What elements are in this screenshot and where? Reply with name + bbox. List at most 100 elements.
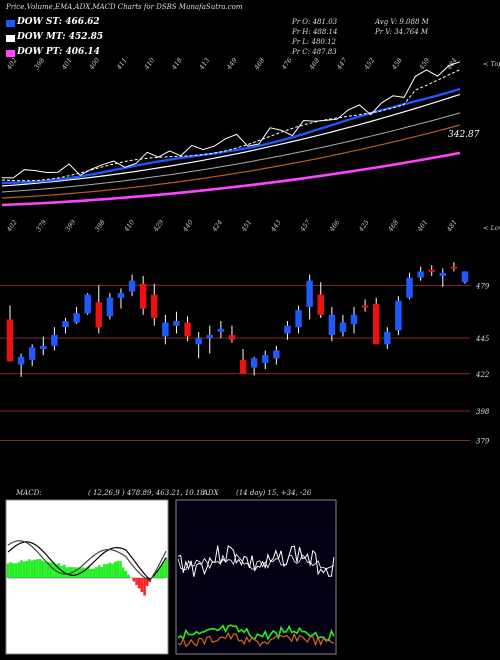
tops-tick: 468: [307, 56, 321, 72]
macd-hist-bar: [17, 562, 21, 578]
lows-tick: 443: [269, 218, 283, 234]
macd-hist-bar: [33, 559, 37, 578]
macd-hist-bar: [113, 561, 117, 578]
candle-body: [239, 359, 247, 374]
macd-line: [7, 540, 167, 582]
macd-hist-bar: [95, 567, 98, 578]
candle-body: [151, 294, 158, 318]
adx-series: [177, 545, 335, 648]
ema-panel-lines: [1, 61, 461, 207]
candle-body: [384, 331, 391, 345]
candle-body: [461, 271, 469, 283]
candle-body: [62, 321, 69, 328]
candle-body: [395, 300, 402, 331]
lows-tick: 399: [64, 218, 78, 233]
lows-tick: 457: [298, 218, 313, 234]
legend-swatch-pt: [6, 50, 15, 57]
ema-long-line: [1, 124, 461, 199]
macd-hist-bar: [145, 578, 149, 586]
info-volume: Pr V: 34.764 M: [375, 28, 429, 36]
tops-tick: 452: [362, 56, 376, 72]
lows-tick: 424: [210, 218, 224, 234]
lows-tick: 440: [181, 218, 195, 234]
macd-hist-bar: [14, 563, 18, 578]
candle-body: [173, 321, 180, 326]
candle-body: [328, 314, 336, 335]
candle-body: [350, 314, 358, 325]
macd-hist-bar: [38, 559, 42, 578]
macd-hist-bar: [87, 566, 90, 578]
lows-tick: 461: [415, 218, 429, 234]
macd-hist-bar: [68, 567, 71, 578]
lows-tick: 425: [357, 218, 371, 234]
macd-hist-bar: [100, 566, 104, 578]
candlestick-series: [6, 262, 469, 377]
macd-hist-bar: [57, 563, 61, 578]
candle-body: [28, 347, 36, 360]
adx-secondary-line: [177, 553, 335, 571]
macd-line: [7, 541, 167, 581]
macd-hist-bar: [105, 564, 109, 578]
tops-tick: 459: [417, 56, 431, 72]
adx-panel: [175, 499, 337, 655]
candle-body: [106, 297, 114, 317]
macd-hist-bar: [84, 568, 87, 578]
lows-tick: 466: [327, 218, 341, 234]
macd-hist-bar: [159, 566, 162, 578]
legend-label-st: DOW ST: 466.62: [17, 17, 100, 27]
candle-body: [17, 356, 25, 365]
macd-hist-bar: [76, 567, 79, 578]
macd-hist-bar: [111, 563, 114, 578]
macd-hist-bar: [49, 562, 53, 578]
lows-tick: 451: [239, 218, 253, 234]
candle-body: [206, 335, 213, 339]
price-tick-label: 445: [475, 335, 490, 343]
candle-body: [306, 280, 313, 308]
macd-hist-bar: [140, 578, 144, 592]
info-open: Pr O: 481.03: [292, 18, 338, 26]
macd-title: MACD:: [15, 489, 42, 497]
candle-body: [184, 322, 191, 337]
close-line: [1, 61, 461, 179]
candle-body: [228, 335, 236, 340]
candle-body: [195, 338, 202, 345]
candle-body: [95, 302, 102, 328]
macd-hist-bar: [28, 559, 31, 578]
macd-hist-bar: [162, 562, 165, 578]
candle-body: [84, 294, 91, 314]
macd-hist-bar: [127, 574, 130, 578]
candle-body: [162, 322, 169, 337]
candle-body: [6, 319, 14, 362]
tops-tick: 401: [60, 56, 74, 72]
tops-tick: 411: [115, 56, 129, 72]
macd-hist-bar: [97, 565, 101, 578]
tops-tick: 402: [5, 56, 19, 72]
candle-body: [284, 325, 291, 334]
legend-swatch-mt: [6, 35, 15, 42]
macd-hist-bar: [36, 559, 39, 578]
macd-hist-bar: [73, 567, 77, 578]
candle-body: [40, 345, 47, 349]
macd-hist-bar: [143, 578, 146, 596]
candle-body: [361, 305, 369, 308]
macd-hist-bar: [62, 564, 66, 578]
lows-tick: 402: [5, 218, 19, 234]
candle-body: [417, 271, 424, 278]
lows-label: < Lows: [483, 224, 500, 232]
candle-body: [317, 294, 324, 315]
macd-hist-bar: [25, 560, 29, 578]
macd-hist-bar: [9, 562, 12, 578]
macd-hist-bar: [20, 560, 23, 578]
ema-pt-line: [1, 151, 461, 207]
tops-tick: 418: [170, 56, 184, 72]
macd-hist-bar: [137, 578, 141, 589]
tops-tick: 458: [390, 56, 404, 72]
macd-hist-bar: [46, 561, 50, 578]
tops-tick: 447: [335, 56, 350, 72]
lows-tick: 468: [386, 218, 400, 234]
adx-plus-di-line: [177, 624, 335, 642]
macd-hist-bar: [153, 574, 157, 578]
tops-tick: 476: [280, 56, 294, 72]
info-avg-volume: Avg V: 9.088 M: [375, 18, 429, 26]
